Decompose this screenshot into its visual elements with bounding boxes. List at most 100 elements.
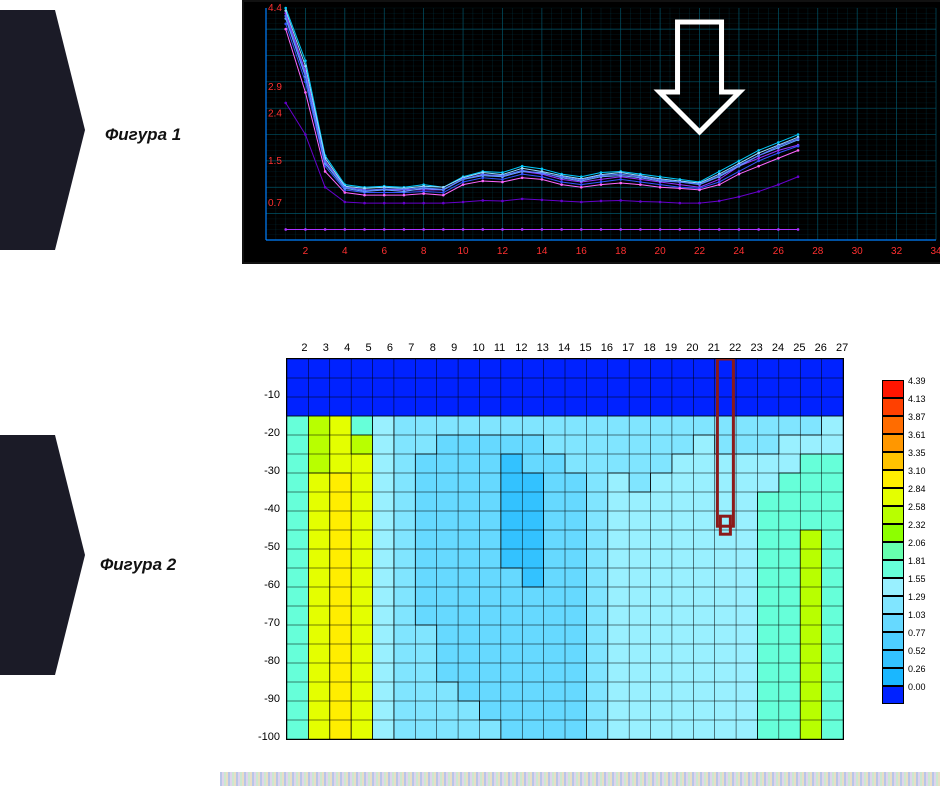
legend-label: 0.52	[908, 646, 926, 656]
heatmap-ytick: -10	[242, 389, 280, 401]
svg-text:2: 2	[303, 246, 309, 257]
heatmap-ytick: -90	[242, 693, 280, 705]
legend-label: 3.61	[908, 430, 926, 440]
legend-band	[882, 452, 904, 470]
legend-band	[882, 416, 904, 434]
line-chart: 2468101214161820222426283032340.71.52.42…	[242, 0, 940, 264]
heatmap-xtick: 22	[729, 342, 741, 354]
figure-1-label: Фигура 1	[105, 125, 181, 145]
nav-arrow-1	[0, 10, 85, 250]
heatmap-xtick: 11	[494, 342, 505, 354]
heatmap-xtick: 24	[772, 342, 784, 354]
legend-label: 2.32	[908, 520, 926, 530]
legend-label: 4.13	[908, 394, 926, 404]
legend-label: 1.03	[908, 610, 926, 620]
heatmap	[286, 358, 844, 740]
svg-text:24: 24	[733, 246, 745, 257]
line-chart-svg: 2468101214161820222426283032340.71.52.42…	[244, 2, 940, 262]
nav-arrow-2	[0, 435, 85, 675]
svg-text:6: 6	[381, 246, 387, 257]
heatmap-ytick: -80	[242, 655, 280, 667]
legend-label: 2.58	[908, 502, 926, 512]
heatmap-ytick: -70	[242, 617, 280, 629]
legend-band	[882, 542, 904, 560]
legend-label: 1.29	[908, 592, 926, 602]
legend-band	[882, 470, 904, 488]
legend-label: 3.35	[908, 448, 926, 458]
heatmap-xtick: 26	[815, 342, 827, 354]
figure-2-label: Фигура 2	[100, 555, 176, 575]
svg-text:22: 22	[694, 246, 706, 257]
heatmap-ytick: -100	[242, 731, 280, 743]
legend-band	[882, 560, 904, 578]
svg-text:18: 18	[615, 246, 627, 257]
heatmap-xtick: 20	[686, 342, 698, 354]
heatmap-xtick: 25	[793, 342, 805, 354]
heatmap-xtick: 14	[558, 342, 570, 354]
legend-band	[882, 398, 904, 416]
svg-text:12: 12	[497, 246, 509, 257]
svg-text:2.4: 2.4	[268, 108, 282, 119]
heatmap-xtick: 12	[515, 342, 527, 354]
legend-label: 0.26	[908, 664, 926, 674]
heatmap-xtick: 21	[708, 342, 720, 354]
legend-band	[882, 686, 904, 704]
heatmap-xtick: 4	[344, 342, 350, 354]
heatmap-xtick: 5	[366, 342, 372, 354]
legend-band	[882, 650, 904, 668]
heatmap-xtick: 7	[408, 342, 414, 354]
heatmap-xtick: 8	[430, 342, 436, 354]
svg-text:16: 16	[576, 246, 588, 257]
svg-text:28: 28	[812, 246, 824, 257]
legend-label: 2.06	[908, 538, 926, 548]
svg-text:30: 30	[852, 246, 864, 257]
heatmap-xtick: 27	[836, 342, 848, 354]
heatmap-ytick: -60	[242, 579, 280, 591]
legend-label: 4.39	[908, 376, 926, 386]
heatmap-xtick: 3	[323, 342, 329, 354]
legend-label: 0.00	[908, 682, 926, 692]
svg-text:2.9: 2.9	[268, 82, 282, 93]
legend-band	[882, 434, 904, 452]
heatmap-ytick: -20	[242, 427, 280, 439]
heatmap-xtick: 23	[750, 342, 762, 354]
legend-band	[882, 488, 904, 506]
svg-text:26: 26	[773, 246, 785, 257]
heatmap-xtick: 13	[537, 342, 549, 354]
legend-label: 0.77	[908, 628, 926, 638]
heatmap-svg	[287, 359, 843, 739]
svg-text:4: 4	[342, 246, 348, 257]
heatmap-xtick: 10	[472, 342, 484, 354]
legend-band	[882, 524, 904, 542]
svg-text:4.4: 4.4	[268, 3, 282, 14]
legend-label: 3.87	[908, 412, 926, 422]
svg-text:34: 34	[930, 246, 940, 257]
heatmap-legend: 4.394.133.873.613.353.102.842.582.322.06…	[882, 380, 926, 720]
heatmap-xtick: 2	[301, 342, 307, 354]
legend-band	[882, 578, 904, 596]
legend-band	[882, 668, 904, 686]
legend-label: 1.81	[908, 556, 926, 566]
svg-text:32: 32	[891, 246, 903, 257]
svg-text:0.7: 0.7	[268, 198, 282, 209]
heatmap-ytick: -40	[242, 503, 280, 515]
noise-strip	[220, 772, 940, 786]
legend-label: 1.55	[908, 574, 926, 584]
page: Фигура 1 Фигура 2 2468101214161820222426…	[0, 0, 940, 788]
svg-text:8: 8	[421, 246, 427, 257]
heatmap-xtick: 6	[387, 342, 393, 354]
legend-band	[882, 380, 904, 398]
heatmap-ytick: -50	[242, 541, 280, 553]
heatmap-xtick: 15	[579, 342, 591, 354]
heatmap-xtick: 19	[665, 342, 677, 354]
legend-band	[882, 506, 904, 524]
legend-band	[882, 632, 904, 650]
svg-text:20: 20	[655, 246, 667, 257]
heatmap-xtick: 16	[601, 342, 613, 354]
legend-band	[882, 596, 904, 614]
heatmap-xtick: 18	[644, 342, 656, 354]
legend-label: 2.84	[908, 484, 926, 494]
svg-text:1.5: 1.5	[268, 156, 282, 167]
legend-band	[882, 614, 904, 632]
legend-label: 3.10	[908, 466, 926, 476]
